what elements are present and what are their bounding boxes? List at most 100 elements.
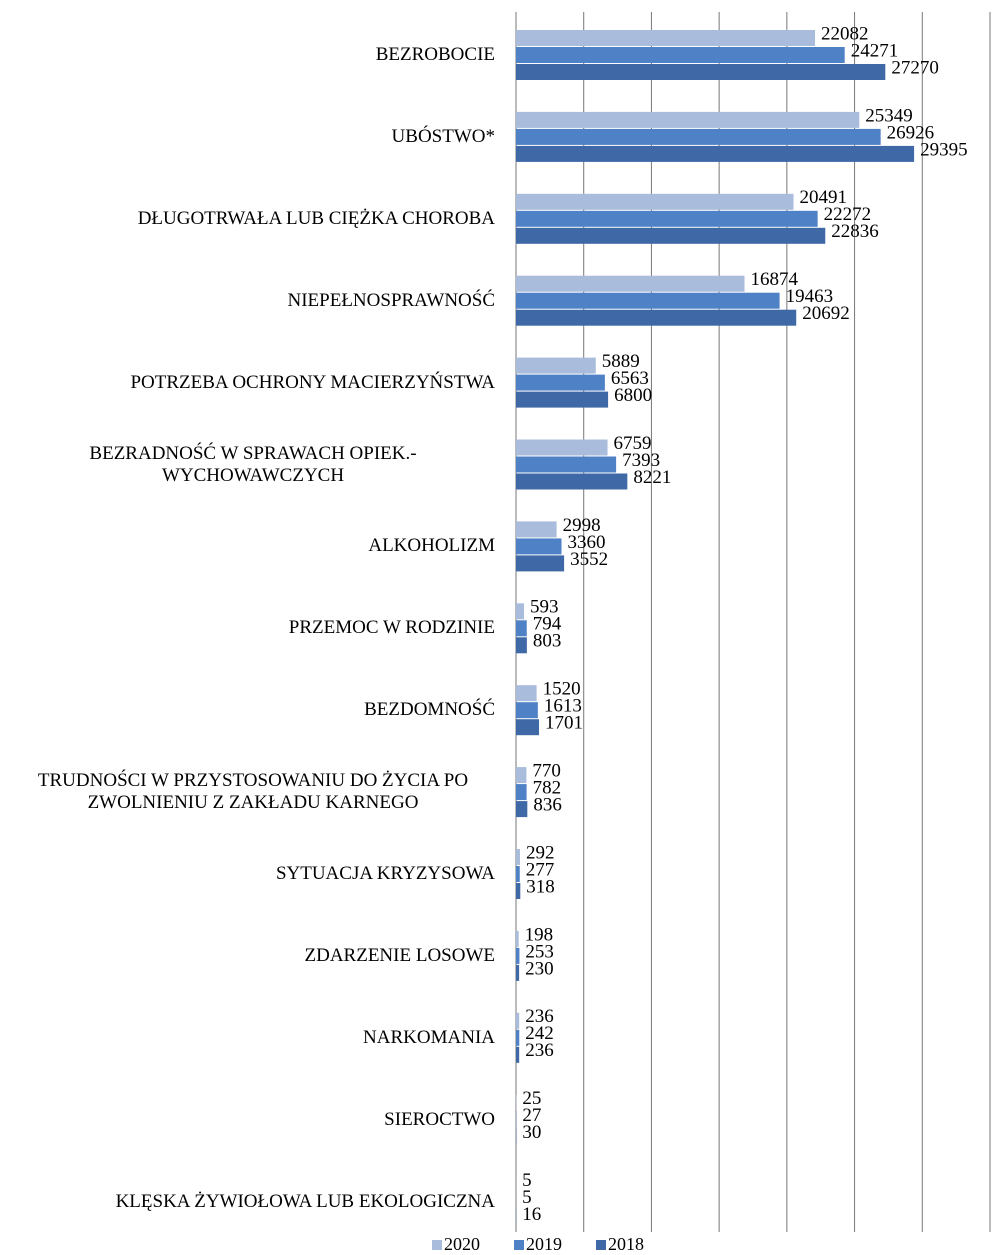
data-label: 253 [525,941,554,962]
category-text: POTRZEBA OCHRONY MACIERZYŃSTWA [130,371,495,393]
data-label: 22082 [821,23,869,44]
bar [516,47,845,63]
category-label: SYTUACJA KRYZYSOWA [276,863,495,885]
bar [516,391,609,408]
category-text: ZDARZENIE LOSOWE [304,944,496,966]
data-label: 236 [525,1006,554,1027]
category-text: SYTUACJA KRYZYSOWA [275,863,495,884]
category-label: KLĘSKA ŻYWIOŁOWA LUB EKOLOGICZNA [116,1191,495,1213]
data-label: 318 [526,876,555,897]
legend-swatch [432,1240,442,1250]
bar [516,292,780,309]
data-label: 26926 [887,122,935,143]
data-label: 803 [533,631,562,652]
data-label: 20692 [802,303,850,324]
category-text: KLĘSKA ŻYWIOŁOWA LUB EKOLOGICZNA [115,1190,495,1212]
category-label: BEZRADNOŚĆ W SPRAWACH OPIEK.- WYCHOWAWCZ… [11,443,495,487]
category-text: TRUDNOŚCI W PRZYSTOSOWANIU DO ŻYCIA PO Z… [37,770,469,814]
bar [516,538,562,555]
bar [516,357,596,374]
data-label: 7393 [622,450,660,471]
bar [516,637,527,654]
bar [516,883,521,899]
category-text: PRZEMOC W RODZINIE [288,617,495,639]
data-label: 593 [530,597,559,618]
data-label: 198 [525,924,554,945]
category-label: TRUDNOŚCI W PRZYSTOSOWANIU DO ŻYCIA PO Z… [11,770,495,814]
bar [516,30,816,46]
category-text: BEZDOMNOŚĆ [364,699,495,721]
bar [516,964,520,981]
bar [516,685,537,702]
category-label: DŁUGOTRWAŁA LUB CIĘŻKA CHOROBA [138,208,495,230]
bar [516,1029,520,1046]
legend-label: 2019 [526,1234,562,1254]
bar [516,145,915,162]
category-label: BEZDOMNOŚĆ [364,699,495,721]
data-label: 8221 [633,467,671,488]
data-label: 1520 [543,679,581,700]
data-label: 277 [526,859,555,880]
category-text: BEZROBOCIE [375,44,495,65]
bar [516,947,520,964]
legend-swatch [514,1240,524,1250]
category-text: UBÓSTWO* [391,125,495,147]
category-label: ZDARZENIE LOSOWE [305,945,496,967]
category-text: DŁUGOTRWAŁA LUB CIĘŻKA CHOROBA [137,207,495,229]
data-label: 27 [522,1105,541,1126]
category-text: NARKOMANIA [363,1026,495,1048]
bar [516,620,527,637]
data-label: 6563 [611,368,649,389]
bar [516,603,525,620]
bar [516,849,520,865]
data-label: 25 [522,1088,541,1109]
data-label: 6800 [614,385,652,406]
data-label: 5 [522,1170,532,1191]
data-label: 25349 [865,105,913,126]
category-text: ALKOHOLIZM [368,535,495,557]
category-text: BEZRADNOŚĆ W SPRAWACH OPIEK.- WYCHOWAWCZ… [89,442,417,486]
bar [516,930,519,947]
legend-swatch [596,1240,606,1250]
data-label: 5889 [602,351,640,372]
category-label: NARKOMANIA [363,1027,495,1049]
data-label: 2998 [563,515,601,536]
bar [516,111,860,128]
data-label: 794 [533,614,562,635]
data-label: 1701 [545,713,583,734]
bar [516,473,628,490]
category-label: BEZROBOCIE [376,44,495,66]
data-label: 29395 [920,139,968,160]
bar [516,374,605,391]
data-label: 3552 [570,549,608,570]
legend-label: 2018 [608,1234,644,1254]
bar [516,521,557,538]
bar [516,555,565,572]
data-label: 16874 [751,269,799,290]
bar [516,193,794,210]
data-label: 22272 [824,204,872,225]
data-label: 1613 [544,696,582,717]
bar [516,719,540,736]
bar [516,128,881,145]
bar [516,801,528,818]
data-label: 22836 [831,221,879,242]
bar [516,275,745,292]
category-text: SIEROCTWO [384,1108,495,1130]
data-label: 230 [525,958,554,979]
bar [516,784,527,801]
data-label: 16 [522,1204,541,1225]
bar [516,866,520,882]
data-label: 30 [522,1122,541,1143]
bar [516,1046,520,1063]
bar [516,64,886,80]
data-label: 770 [532,760,561,781]
legend-label: 2020 [444,1234,480,1254]
data-label: 19463 [786,286,834,307]
category-label: PRZEMOC W RODZINIE [289,617,495,639]
category-label: UBÓSTWO* [392,126,495,148]
bar [516,767,527,784]
category-label: ALKOHOLIZM [368,535,495,557]
category-label: POTRZEBA OCHRONY MACIERZYŃSTWA [130,372,495,394]
